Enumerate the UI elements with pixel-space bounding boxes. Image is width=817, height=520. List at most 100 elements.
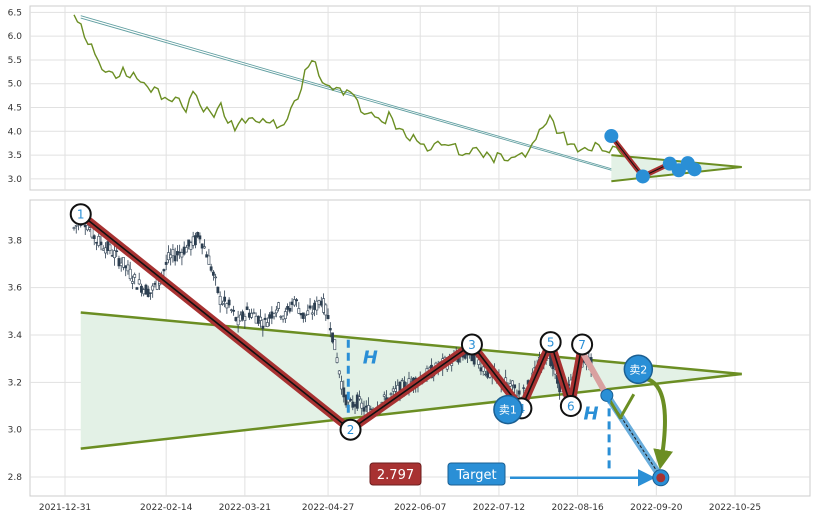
- candle-body: [225, 303, 229, 309]
- candle-body: [104, 247, 107, 254]
- candle-body: [247, 312, 251, 318]
- breakout-dot: [600, 388, 614, 402]
- candle-body: [140, 285, 143, 293]
- candle-body: [313, 302, 316, 310]
- candle-body: [198, 235, 202, 240]
- pivot-label: 7: [578, 338, 586, 352]
- candle-body: [153, 283, 157, 285]
- target-dot-core: [656, 473, 666, 483]
- candle-body: [200, 243, 204, 249]
- candle-body: [202, 246, 206, 249]
- candle-body: [83, 224, 87, 228]
- height-marks: HH: [346, 339, 611, 470]
- candle-body: [382, 394, 386, 397]
- main-x-tick-label: 2022-08-16: [551, 503, 604, 513]
- sell-signal-label: 卖1: [499, 404, 517, 417]
- candle-body: [400, 379, 404, 382]
- candle-body: [286, 306, 289, 310]
- overview-y-tick-label: 6.5: [8, 8, 22, 18]
- overview-y-tick-label: 5.0: [8, 80, 23, 90]
- candle-body: [281, 315, 285, 320]
- candle-body: [196, 231, 200, 238]
- overview-y-tick-label: 4.5: [8, 104, 22, 114]
- candle-body: [214, 276, 218, 279]
- candle-body: [310, 312, 314, 315]
- candle-body: [135, 287, 139, 290]
- candle-body: [176, 251, 179, 256]
- candle-body: [250, 313, 254, 318]
- candle-body: [270, 311, 274, 319]
- candle-body: [218, 295, 222, 305]
- candle-body: [315, 300, 319, 311]
- target-value-text: 2.797: [377, 468, 414, 483]
- candle-body: [122, 257, 125, 268]
- overview-y-tick-label: 5.5: [8, 56, 22, 66]
- overview-pattern-dot: [687, 162, 702, 177]
- height-label: H: [584, 403, 599, 424]
- overview-y-tick-label: 6.0: [8, 32, 23, 42]
- candle-body: [481, 366, 485, 372]
- target-value-box: [369, 462, 422, 486]
- candle-body: [171, 249, 175, 257]
- triangle-lower-line: [80, 372, 742, 450]
- candle-body: [317, 300, 321, 305]
- main-x-tick-label: 2022-10-25: [709, 503, 761, 513]
- main-y-ticks: 2.8 3.0 3.2 3.4 3.6 3.8: [8, 236, 23, 483]
- candle-body: [189, 242, 193, 250]
- overview-y-ticks: 3.0 3.5 4.0 4.5 5.0 5.5 6.0 6.5: [8, 8, 23, 184]
- candle-body: [353, 404, 357, 407]
- candle-body: [173, 255, 177, 262]
- overview-price-line: [73, 14, 635, 165]
- candle-body: [268, 314, 271, 319]
- candlesticks: [72, 209, 593, 418]
- candle-body: [99, 241, 103, 246]
- main-x-tick-label: 2022-09-20: [630, 503, 683, 513]
- candle-body: [299, 313, 303, 316]
- candle-body: [126, 264, 130, 272]
- candle-body: [162, 269, 166, 272]
- candle-body: [115, 250, 119, 253]
- candle-body: [205, 254, 209, 258]
- target-value-badge: 2.797: [369, 462, 422, 486]
- candle-body: [92, 235, 96, 240]
- sell-signal-badge: [623, 354, 654, 385]
- candle-body: [124, 265, 128, 269]
- candle-body: [261, 325, 265, 329]
- overview-pattern: [604, 129, 742, 184]
- main-y-tick-label: 3.8: [8, 236, 23, 246]
- sell-signals: 卖1 卖2: [493, 354, 654, 425]
- candle-body: [324, 304, 328, 316]
- candle-body: [232, 309, 236, 312]
- candle-body: [216, 286, 220, 293]
- pivot-label: 6: [567, 400, 575, 414]
- candle-body: [209, 266, 213, 271]
- candle-body: [236, 316, 240, 326]
- candle-body: [513, 384, 517, 389]
- candle-body: [234, 317, 238, 321]
- main-y-tick-label: 3.6: [8, 284, 23, 294]
- pivot-marker: [571, 333, 594, 356]
- overview-pattern-dot: [604, 129, 619, 144]
- projection: [510, 348, 673, 487]
- candle-body: [360, 402, 364, 409]
- overview-pattern-dot: [635, 169, 650, 184]
- candle-body: [108, 244, 112, 251]
- main-y-tick-label: 3.2: [8, 378, 22, 388]
- candle-body: [263, 317, 267, 320]
- candle-body: [187, 239, 191, 247]
- candle-body: [295, 299, 298, 302]
- candle-body: [349, 399, 352, 401]
- candle-body: [133, 274, 137, 278]
- pivot-label: 2: [347, 423, 355, 437]
- sell-signal-badge: [493, 394, 523, 425]
- candle-body: [243, 316, 247, 321]
- pivot-label: 5: [547, 336, 555, 350]
- main-y-tick-label: 2.8: [8, 473, 23, 483]
- candle-body: [277, 302, 280, 309]
- candle-body: [479, 367, 483, 372]
- candle-body: [389, 393, 393, 395]
- candle-body: [178, 251, 182, 254]
- pivot-marker: [539, 331, 562, 354]
- candle-body: [508, 383, 512, 387]
